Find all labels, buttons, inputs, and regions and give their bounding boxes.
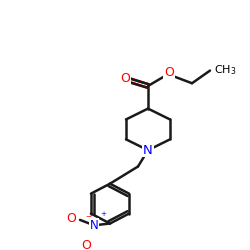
Text: $^-$: $^-$ [84, 214, 93, 224]
Text: O: O [120, 72, 130, 85]
Text: O: O [164, 66, 174, 79]
Text: $^+$: $^+$ [99, 211, 108, 221]
Text: O: O [81, 239, 91, 250]
Text: CH$_3$: CH$_3$ [214, 63, 236, 76]
Text: N: N [143, 144, 153, 157]
Text: N: N [90, 219, 98, 232]
Text: O: O [66, 212, 76, 226]
